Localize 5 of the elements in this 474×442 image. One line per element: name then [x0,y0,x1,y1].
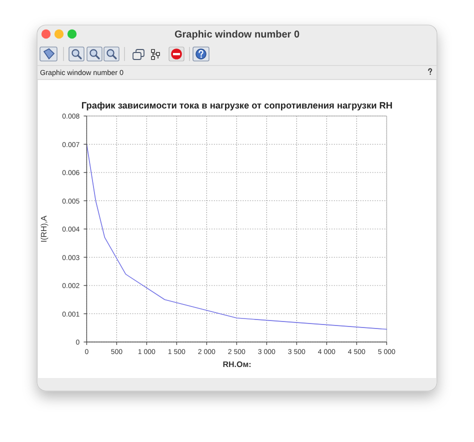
text: Graphic window number 0 [174,30,300,40]
x-axis-title: RH.Ом: [222,360,252,369]
chart-title: График зависимости тока в нагрузке от сопротивления нагрузки RH [81,100,393,110]
y-axis-title: I(RH),A [40,215,48,242]
line-series [86,144,388,330]
